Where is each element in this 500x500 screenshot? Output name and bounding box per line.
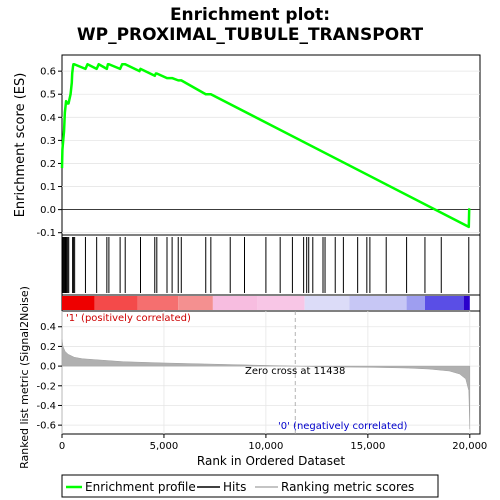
es-y-tick-label: 0.5 [40, 90, 56, 101]
plot-title-line1: Enrichment plot: [170, 5, 330, 25]
legend-enrichment-label: Enrichment profile [85, 480, 196, 494]
enrichment-profile-line [60, 62, 471, 229]
legend-box [61, 474, 439, 498]
negative-correlation-label: '0' (negatively correlated) [278, 421, 407, 432]
legend-hits-label: Hits [223, 480, 246, 494]
metric-y-tick-label: -0.6 [36, 421, 56, 432]
zero-cross-label: Zero cross at 11438 [245, 366, 345, 377]
rank-colorbar-panel [61, 294, 481, 312]
colorbar-segment [304, 296, 350, 310]
legend-metric-label: Ranking metric scores [281, 480, 414, 494]
enrichment-panel: -0.1 0.0 0.1 0.2 0.3 0.4 0.5 0.6 Enrichment sco… [13, 54, 481, 239]
colorbar-segments [62, 296, 470, 310]
ranking-metric-area [61, 339, 471, 430]
positive-correlation-label: '1' (positively correlated) [66, 313, 191, 324]
es-y-tick-label: 0.4 [40, 113, 56, 124]
es-y-tick-label: 0.3 [40, 136, 56, 147]
legend: Enrichment profile Hits Ranking metric s… [61, 474, 439, 498]
metric-y-axis-label: Ranked list metric (Signal2Noise) [18, 286, 31, 469]
colorbar-segment [137, 296, 179, 310]
metric-x-ticks: 0 5,000 10,000 15,000 20,000 [59, 434, 487, 452]
x-tick-label: 0 [59, 441, 65, 452]
metric-y-tick-label: -0.2 [36, 381, 56, 392]
hit-marks [62, 237, 470, 293]
x-tick-label: 5,000 [150, 441, 179, 452]
x-tick-label: 10,000 [248, 441, 283, 452]
colorbar-segment [94, 296, 138, 310]
es-y-tick-label: 0.1 [40, 182, 56, 193]
es-y-ticks: -0.1 0.0 0.1 0.2 0.3 0.4 0.5 0.6 [36, 67, 62, 239]
x-axis-label: Rank in Ordered Dataset [197, 454, 345, 468]
es-y-tick-label: 0.2 [40, 159, 56, 170]
metric-y-tick-label: -0.4 [36, 401, 56, 412]
es-y-tick-label: -0.1 [36, 228, 56, 239]
colorbar-segment [62, 296, 95, 310]
es-y-tick-label: 0.6 [40, 67, 56, 78]
colorbar-segment [212, 296, 258, 310]
colorbar-segment [406, 296, 425, 310]
hits-frame [61, 234, 481, 296]
es-y-axis-label: Enrichment score (ES) [13, 73, 28, 218]
metric-plot-frame [61, 310, 481, 435]
ranked-metric-panel: Zero cross at 11438 '1' (positively corr… [18, 286, 487, 469]
colorbar-segment [463, 296, 470, 310]
metric-y-ticks: -0.6 -0.4 -0.2 0.0 0.2 0.4 [36, 322, 62, 432]
x-tick-label: 20,000 [452, 441, 487, 452]
hits-panel [61, 234, 481, 296]
colorbar-segment [257, 296, 305, 310]
x-tick-label: 15,000 [350, 441, 385, 452]
metric-y-tick-label: 0.0 [40, 362, 56, 373]
metric-y-tick-label: 0.4 [40, 322, 56, 333]
plot-title-line2: WP_PROXIMAL_TUBULE_TRANSPORT [77, 25, 424, 45]
colorbar-segment [349, 296, 407, 310]
colorbar-segment [424, 296, 464, 310]
es-y-tick-label: 0.0 [40, 205, 56, 216]
colorbar-segment [178, 296, 213, 310]
metric-y-tick-label: 0.2 [40, 342, 56, 353]
enrichment-plot-frame [61, 54, 481, 236]
